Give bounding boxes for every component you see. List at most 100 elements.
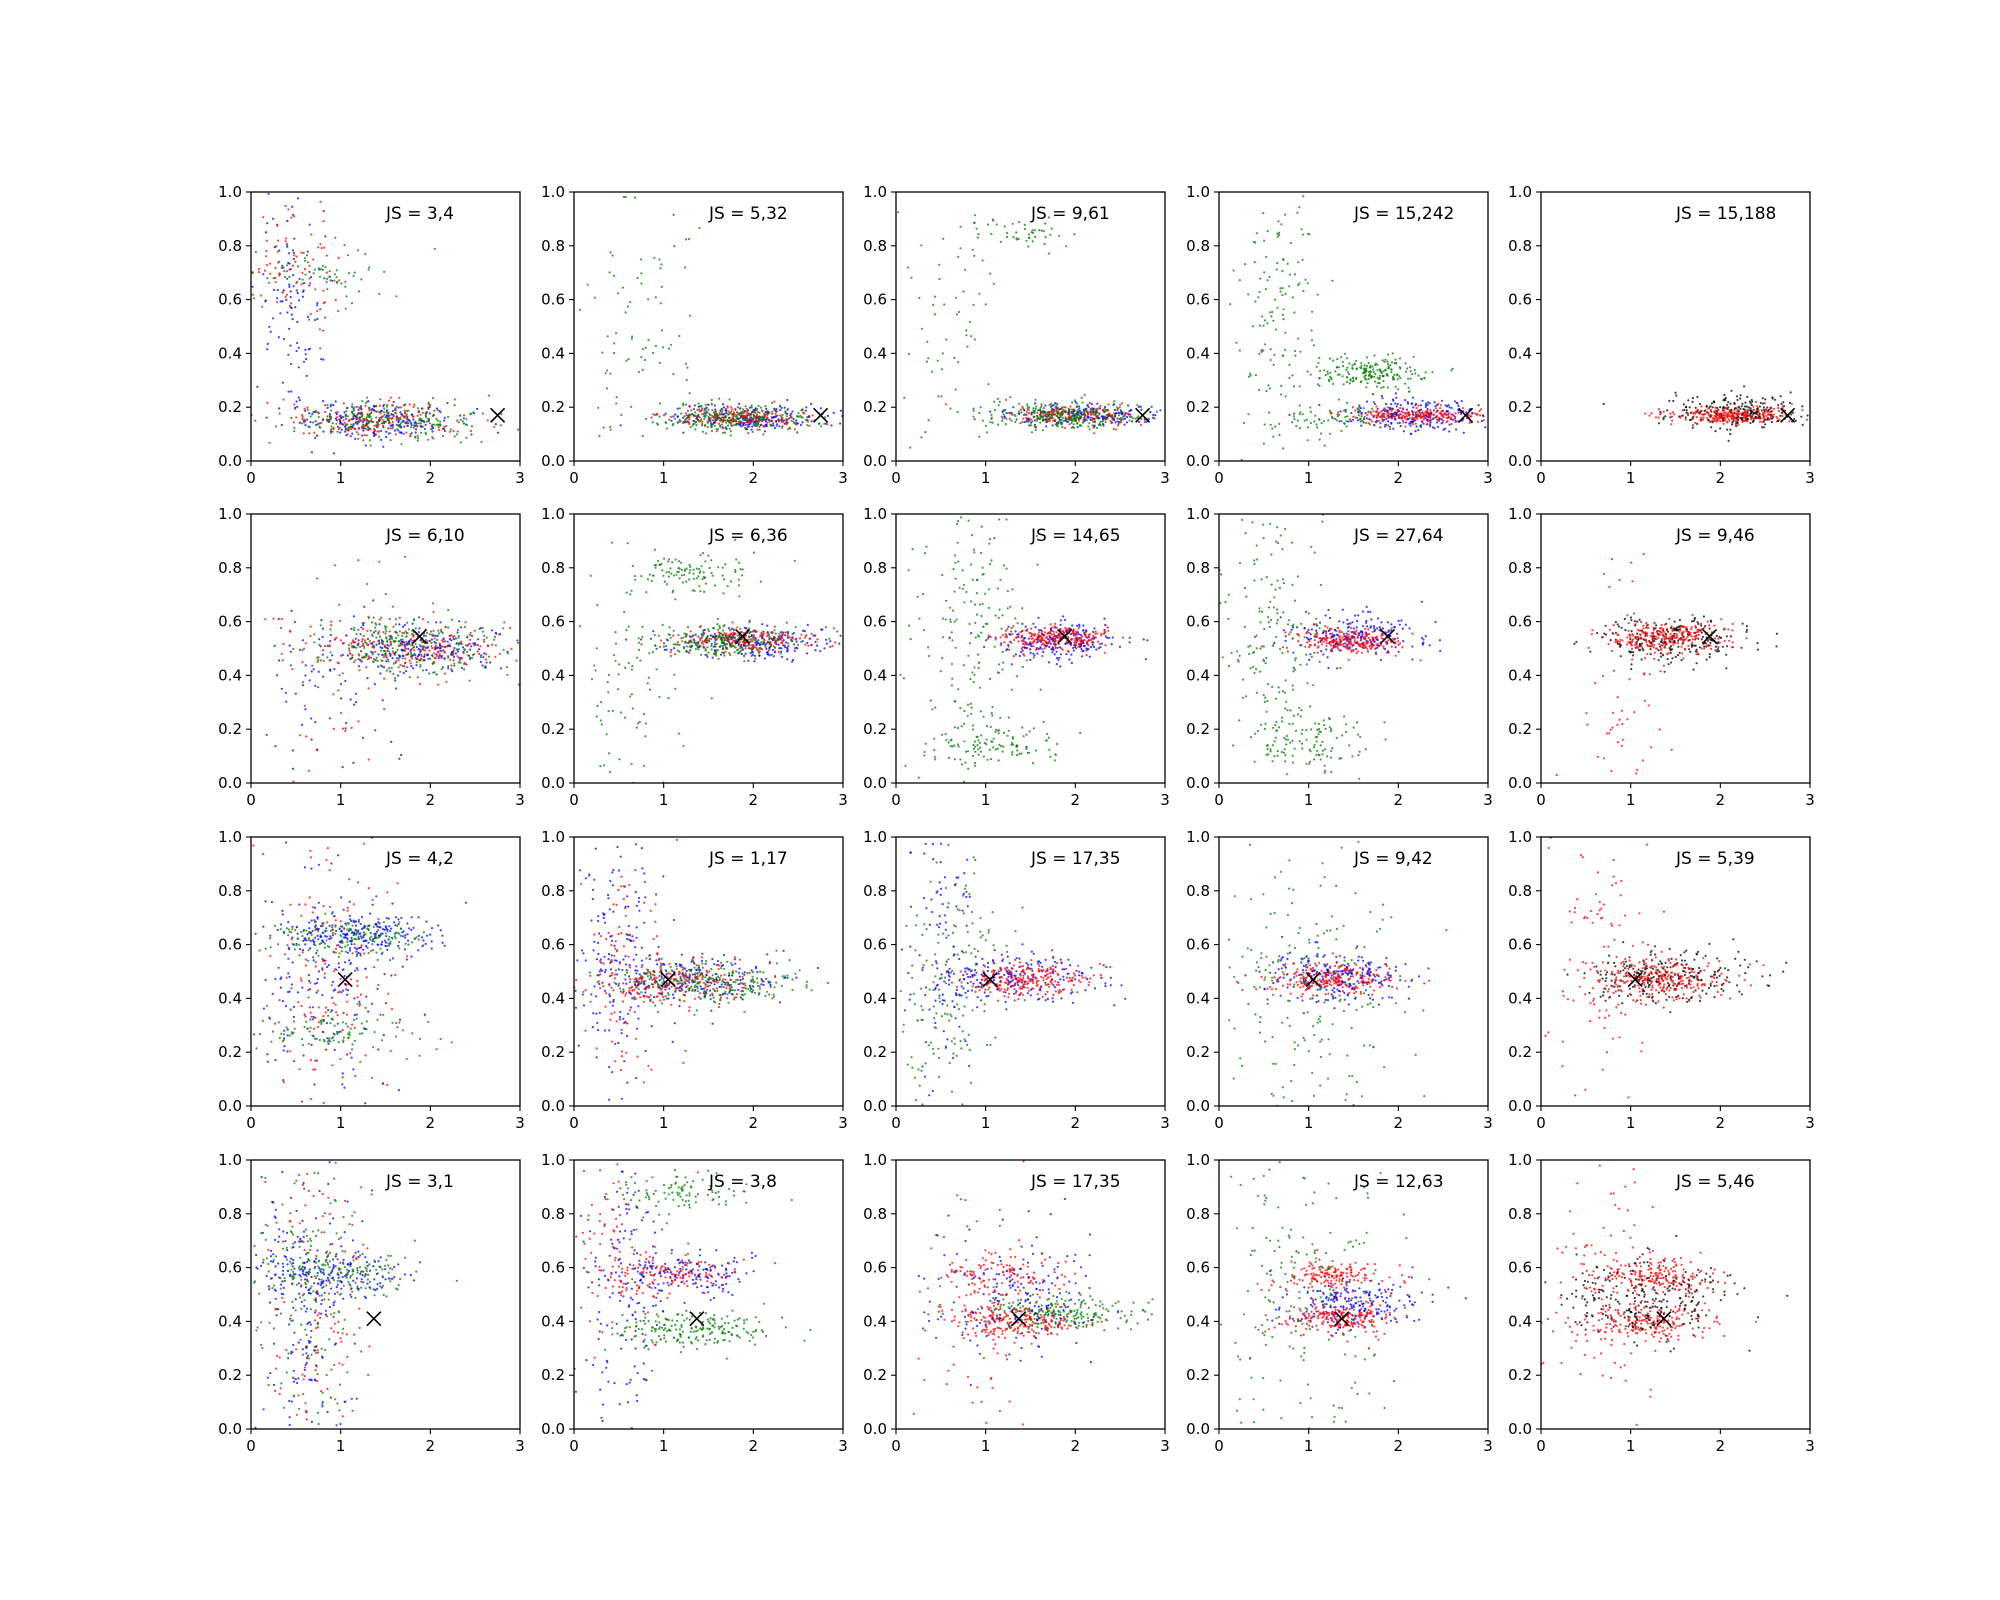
scatter-point xyxy=(1471,411,1474,414)
scatter-point xyxy=(743,409,746,413)
scatter-point xyxy=(1450,422,1453,426)
scatter-point xyxy=(1328,432,1332,435)
scatter-point xyxy=(706,420,709,423)
scatter-point xyxy=(262,216,265,219)
scatter-point xyxy=(1282,308,1285,311)
scatter-point xyxy=(710,429,714,432)
scatter-point xyxy=(1362,371,1365,374)
scatter-point xyxy=(277,617,280,621)
scatter-point xyxy=(395,631,398,634)
scatter-point xyxy=(1674,391,1677,394)
scatter-point xyxy=(626,305,630,308)
scatter-point xyxy=(926,340,929,343)
scatter-points xyxy=(578,195,843,438)
scatter-point xyxy=(710,403,713,406)
scatter-point xyxy=(761,636,764,639)
scatter-point xyxy=(370,408,373,411)
scatter-point xyxy=(291,264,295,267)
scatter-point xyxy=(483,638,486,641)
scatter-point xyxy=(360,278,363,281)
scatter-point xyxy=(1035,419,1039,422)
scatter-point xyxy=(1391,378,1395,381)
scatter-point xyxy=(1454,412,1457,415)
scatter-point xyxy=(432,426,435,430)
scatter-point xyxy=(314,409,317,412)
scatter-point xyxy=(1122,415,1125,418)
scatter-point xyxy=(731,416,735,419)
scatter-point xyxy=(1379,422,1382,425)
scatter-point xyxy=(424,423,427,426)
scatter-point xyxy=(668,347,671,350)
scatter-point xyxy=(1306,439,1309,442)
scatter-point xyxy=(345,295,348,298)
scatter-point xyxy=(941,352,944,355)
scatter-point xyxy=(266,277,269,280)
scatter-point xyxy=(296,341,299,345)
scatter-point xyxy=(345,722,348,725)
scatter-point xyxy=(1427,401,1430,404)
scatter-point xyxy=(1034,402,1037,405)
scatter-point xyxy=(1421,421,1424,424)
scatter-points xyxy=(578,538,842,783)
scatter-point xyxy=(1293,311,1296,314)
scatter-point xyxy=(330,403,333,406)
scatter-point xyxy=(1254,374,1257,377)
scatter-point xyxy=(341,727,345,730)
scatter-point xyxy=(713,424,717,427)
scatter-point xyxy=(398,640,401,643)
scatter-point xyxy=(1102,419,1105,422)
scatter-point xyxy=(368,409,371,412)
scatter-point xyxy=(387,399,391,402)
y-tick-label: 0.4 xyxy=(1186,344,1210,362)
scatter-point xyxy=(1691,400,1694,404)
scatter-point xyxy=(362,417,365,420)
scatter-point xyxy=(781,413,784,417)
scatter-point xyxy=(1431,371,1434,374)
scatter-point xyxy=(381,418,384,422)
scatter-point xyxy=(979,406,982,409)
scatter-point xyxy=(374,729,377,732)
scatter-point xyxy=(450,664,453,667)
scatter-point xyxy=(1779,395,1782,398)
scatter-point xyxy=(741,423,744,426)
scatter-point xyxy=(405,670,408,673)
scatter-point xyxy=(442,649,445,652)
scatter-point xyxy=(394,433,397,436)
scatter-point xyxy=(1150,405,1153,408)
scatter-point xyxy=(779,409,782,412)
scatter-point xyxy=(1657,422,1661,425)
scatter-point xyxy=(1243,263,1246,266)
scatter-point xyxy=(498,652,501,655)
scatter-point xyxy=(436,634,439,638)
scatter-point xyxy=(358,669,361,672)
scatter-point xyxy=(713,404,716,407)
scatter-point xyxy=(305,735,308,738)
y-tick-label: 0.2 xyxy=(218,398,242,416)
scatter-point xyxy=(281,291,284,294)
scatter-point xyxy=(1266,230,1269,233)
scatter-point xyxy=(920,327,924,330)
scatter-point xyxy=(421,618,424,621)
scatter-point xyxy=(1381,416,1384,419)
scatter-point xyxy=(1019,408,1023,411)
scatter-point xyxy=(289,290,292,293)
scatter-point xyxy=(1092,420,1095,423)
axes-frame xyxy=(250,513,521,784)
scatter-point xyxy=(425,646,428,650)
scatter-point xyxy=(319,624,322,627)
scatter-point xyxy=(309,634,312,638)
scatter-point xyxy=(357,290,361,293)
scatter-point xyxy=(431,414,435,418)
scatter-point xyxy=(701,430,705,433)
scatter-point xyxy=(762,433,765,436)
scatter-point xyxy=(460,656,463,660)
scatter-point xyxy=(1059,415,1063,418)
scatter-point xyxy=(304,424,307,427)
scatter-point xyxy=(260,294,263,297)
scatter-point xyxy=(990,417,993,420)
scatter-point xyxy=(1257,296,1260,299)
scatter-point xyxy=(483,634,486,637)
scatter-point xyxy=(385,660,388,663)
scatter-point xyxy=(651,421,655,424)
scatter-point xyxy=(1392,412,1395,416)
